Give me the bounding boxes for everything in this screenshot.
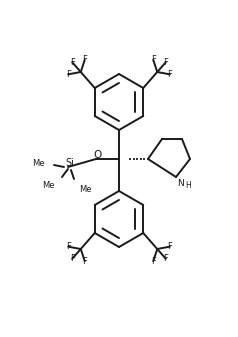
- Text: F: F: [70, 254, 75, 263]
- Text: F: F: [163, 254, 168, 263]
- Text: F: F: [82, 55, 87, 64]
- Text: F: F: [151, 257, 156, 266]
- Text: Me: Me: [43, 182, 55, 190]
- Text: F: F: [151, 55, 156, 64]
- Text: Si: Si: [65, 158, 74, 168]
- Text: F: F: [66, 70, 71, 79]
- Text: F: F: [167, 242, 172, 251]
- Text: F: F: [82, 257, 87, 266]
- Text: F: F: [163, 58, 168, 67]
- Text: O: O: [93, 150, 101, 160]
- Text: Me: Me: [79, 184, 91, 193]
- Text: N: N: [178, 180, 184, 188]
- Text: F: F: [66, 242, 71, 251]
- Text: F: F: [70, 58, 75, 67]
- Text: F: F: [167, 70, 172, 79]
- Text: H: H: [185, 181, 191, 189]
- Text: Me: Me: [33, 159, 45, 168]
